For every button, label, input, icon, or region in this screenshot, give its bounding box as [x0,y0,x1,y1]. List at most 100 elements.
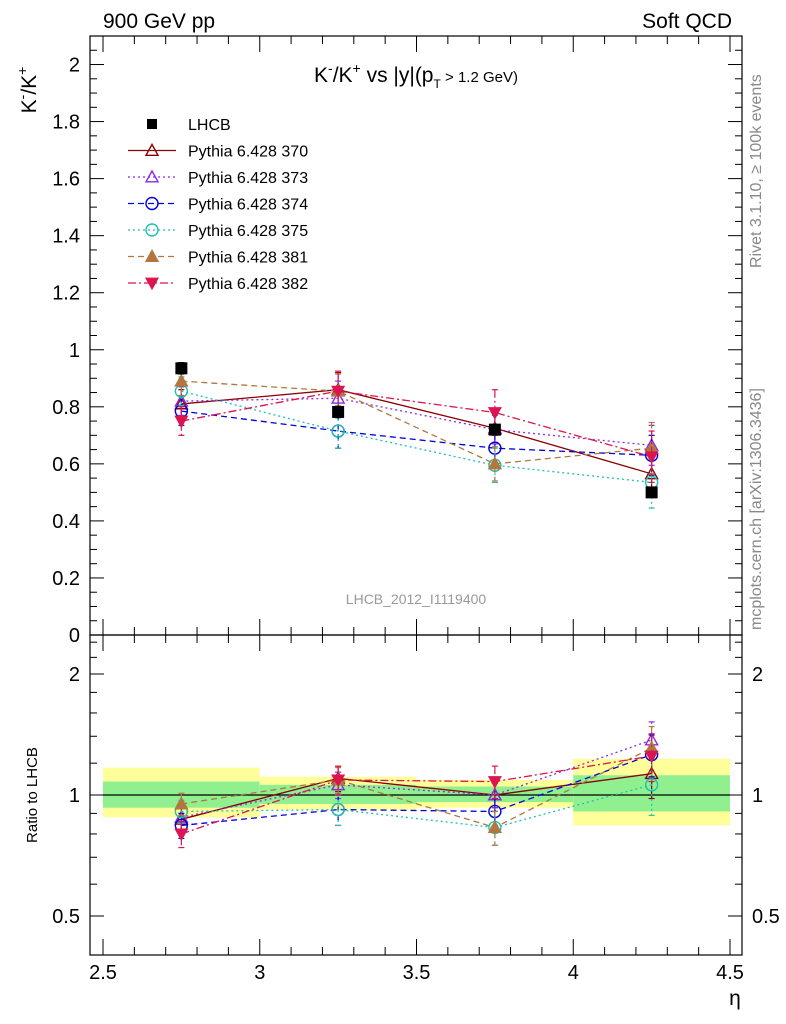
x-axis-label: η [729,987,741,1010]
series-pythia-6-428-381 [174,366,659,482]
marker-triangle-up [174,373,189,387]
series-line [181,754,652,827]
legend-label: Pythia 6.428 370 [188,144,308,161]
marker-square [175,362,188,375]
series-line [181,784,652,829]
legend-item: Pythia 6.428 381 [128,249,308,267]
main-y-tick-label: 0.6 [52,454,80,476]
legend-label: Pythia 6.428 373 [188,170,308,187]
marker-square [645,486,658,499]
x-tick-label: 3.5 [403,962,431,984]
svg-text:K-/K+: K-/K+ [14,67,41,114]
legend-item: Pythia 6.428 375 [128,223,308,240]
x-tick-label: 2.5 [89,962,117,984]
marker-circle [331,424,345,438]
marker-circle [644,778,659,792]
x-tick-label: 4.5 [716,962,744,984]
series-pythia-6-428-373 [174,380,659,466]
marker-triangle-up [144,249,160,262]
legend-item: Pythia 6.428 370 [128,143,308,161]
series-pythia-6-428-375 [174,376,659,509]
marker-triangle-up [144,143,160,157]
legend-label: Pythia 6.428 381 [188,250,308,267]
series-lhcb [175,361,658,499]
analysis-watermark: LHCB_2012_I1119400 [346,591,487,607]
main-y-tick-label: 0.2 [52,568,80,590]
main-y-tick-label: 0 [69,625,80,647]
main-y-tick-label: 1.2 [52,283,80,305]
marker-square [332,405,345,418]
series-line [181,390,652,458]
marker-square [147,119,157,129]
marker-triangle-down [174,415,189,429]
ratio-y-tick-label: 2 [69,664,80,686]
ratio-y-axis: 0.5 0.5 1 1 2 2 [52,641,780,928]
marker-triangle-down [331,385,346,399]
marker-triangle-up [174,796,189,810]
marker-triangle-down [644,451,659,464]
svg-text:Ratio to LHCB: Ratio to LHCB [24,747,41,843]
legend-label: Pythia 6.428 382 [188,276,308,293]
main-y-axis-label: K-/K+ [14,67,41,114]
legend-label: Pythia 6.428 374 [188,197,308,214]
main-y-tick-label: 0.4 [52,511,80,533]
series-pythia-6-428-370 [174,371,659,495]
ratio-y-tick-label-right: 1 [752,785,763,807]
svg-text:K-/K+ vs |y|(pT > 1.2 GeV): K-/K+ vs |y|(pT > 1.2 GeV) [314,60,518,91]
main-y-tick-label: 1.6 [52,169,80,191]
series-line [181,389,652,475]
ratio-y-axis-label: Ratio to LHCB [24,747,41,843]
legend-label: Pythia 6.428 375 [188,223,308,240]
marker-triangle-down [331,774,346,788]
marker-triangle-up [144,169,160,183]
marker-triangle-up [487,820,503,834]
series-line [181,397,652,446]
legend-item: LHCB [147,117,231,134]
legend-item: Pythia 6.428 374 [128,197,308,214]
main-x-ticks [102,36,731,635]
legend-item: Pythia 6.428 382 [128,276,308,293]
series-line [181,739,652,818]
ratio-y-tick-label: 0.5 [52,906,80,928]
series-line [181,410,652,456]
marker-triangle-down [487,776,502,789]
ratio-y-tick-label-right: 0.5 [752,906,780,928]
ratio-series-pythia-6-428-382 [174,733,659,849]
main-y-tick-label: 1 [69,340,80,362]
main-title: K-/K+ vs |y|(pT > 1.2 GeV) [314,60,518,91]
legend-label: LHCB [188,117,231,134]
marker-triangle-down [174,828,189,842]
mcplots-reference-label: mcplots.cern.ch [arXiv:1306.3436] [748,388,765,630]
main-y-tick-label: 2 [69,55,80,77]
marker-triangle-down [487,407,502,420]
marker-triangle-up [487,456,503,470]
marker-triangle-up [330,390,346,404]
marker-circle [331,802,345,817]
marker-circle [145,223,159,237]
ratio-data-layer [174,721,659,849]
main-data-layer [174,361,659,509]
ratio-x-axis: 2.5 3 3.5 4 4.5 [89,635,744,984]
header-left: 900 GeV pp [103,10,215,33]
main-y-tick-label: 1.4 [52,226,80,248]
marker-triangle-down [144,277,160,291]
series-line [181,390,652,484]
main-panel: 0 0.2 0.4 0.6 0.8 1 1.2 1.4 1.6 1.8 2 K-/K+ K-/K+ … [14,35,743,647]
marker-circle [145,196,159,211]
x-tick-label: 4 [568,962,579,984]
series-line [181,773,652,820]
main-y-tick-label: 1.8 [52,112,80,134]
marker-triangle-down [644,750,659,764]
series-line [181,747,652,829]
header-right: Soft QCD [642,10,732,33]
series-line [181,380,652,465]
x-tick-label: 3 [254,962,265,984]
marker-square [488,423,501,436]
legend-item: Pythia 6.428 373 [128,169,308,187]
ratio-panel: 0.5 0.5 1 1 2 2 2.5 3 3.5 4 4.5 Ratio to LHCB η [24,634,780,1010]
ratio-y-tick-label: 1 [69,785,80,807]
ratio-y-tick-label-right: 2 [752,664,763,686]
series-line [181,755,652,835]
legend: LHCB Pythia 6.428 370 Pythia 6.428 373 Pyth… [128,117,308,293]
